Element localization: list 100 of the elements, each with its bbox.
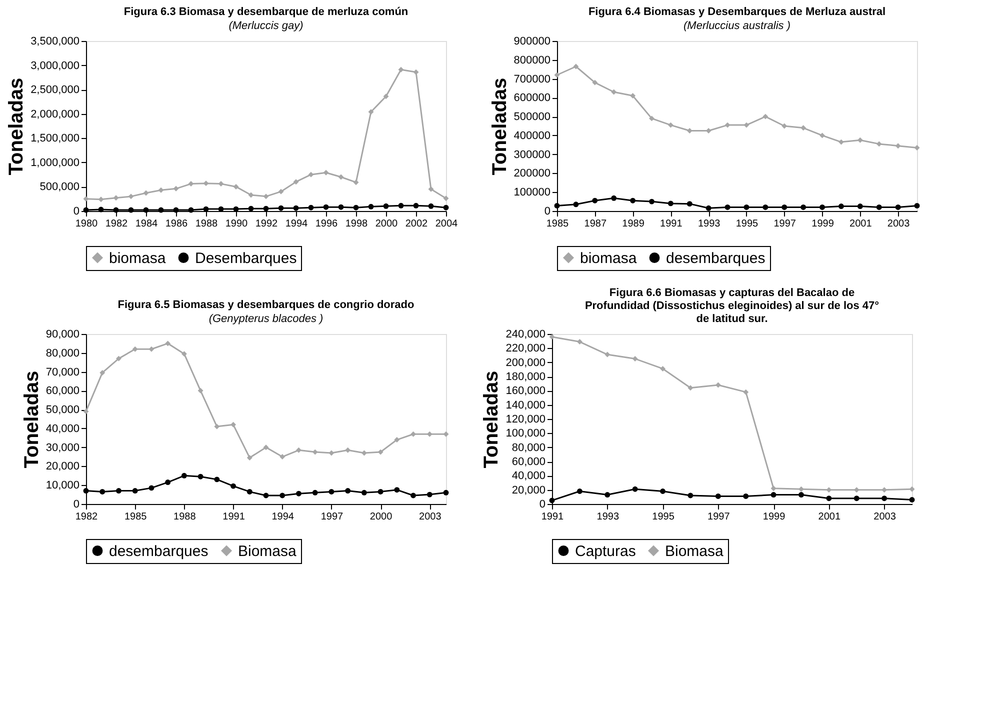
point	[876, 141, 882, 147]
point	[706, 205, 712, 211]
point	[83, 196, 89, 202]
chart-title: Figura 6.5 Biomasas y desembarques de congrio dorado	[118, 299, 415, 311]
x-tick-label: 1995	[736, 218, 759, 230]
y-tick-label: 220,000	[506, 342, 546, 355]
point	[83, 488, 89, 494]
point	[592, 198, 598, 204]
point	[554, 202, 560, 208]
x-tick-label: 1985	[124, 512, 148, 522]
chart-subtitle: (Merluccis gay)	[228, 20, 304, 32]
point	[592, 80, 598, 86]
point	[826, 496, 832, 502]
point	[353, 180, 359, 186]
y-tick-label: 10,000	[46, 480, 80, 492]
point	[198, 474, 204, 480]
x-tick-label: 2002	[405, 218, 428, 230]
point	[762, 204, 768, 210]
point	[328, 450, 334, 456]
point	[263, 206, 269, 212]
point	[413, 202, 419, 208]
point	[181, 472, 187, 478]
point	[328, 488, 334, 494]
point	[838, 204, 844, 210]
y-tick-label: 90,000	[46, 328, 80, 340]
point	[353, 204, 359, 210]
y-tick-label: 0	[544, 206, 550, 218]
x-tick-label: 2000	[370, 512, 393, 522]
x-tick-label: 1995	[652, 512, 675, 522]
y-tick-label: 3,500,000	[30, 36, 80, 48]
point	[413, 69, 419, 75]
x-tick-label: 1988	[195, 218, 218, 230]
legend-label: desembarques	[666, 250, 766, 267]
point	[323, 170, 329, 176]
point	[293, 179, 299, 185]
point	[611, 195, 617, 201]
point	[361, 490, 367, 496]
y-tick-label: 1,500,000	[30, 132, 80, 145]
point	[914, 202, 920, 208]
point	[604, 352, 610, 358]
point	[278, 205, 284, 211]
point	[660, 366, 666, 372]
point	[895, 143, 901, 149]
point	[394, 437, 400, 443]
legend-label: Biomasa	[238, 542, 298, 560]
text: de latitud sur.	[696, 313, 768, 325]
text: Profundidad (Dissostichus eleginoides) al sur de los 47°	[584, 300, 880, 312]
x-tick-label: 2004	[435, 218, 458, 230]
point	[394, 487, 400, 493]
x-tick-label: 1990	[225, 218, 248, 230]
point	[296, 447, 302, 453]
point	[158, 207, 164, 213]
y-tick-label: 70,000	[46, 366, 80, 378]
point	[158, 187, 164, 193]
point	[838, 139, 844, 145]
point	[782, 204, 788, 210]
point	[188, 207, 194, 213]
x-tick-label: 1986	[165, 218, 188, 230]
point	[148, 485, 154, 491]
y-tick-label: 20,000	[46, 460, 80, 473]
point	[632, 486, 638, 492]
y-tick-label: 100,000	[506, 428, 546, 440]
x-tick-label: 2003	[419, 512, 442, 522]
x-tick-label: 1994	[272, 512, 294, 522]
x-tick-label: 1982	[105, 218, 128, 230]
point	[263, 492, 269, 498]
point	[98, 206, 104, 212]
point	[233, 184, 239, 190]
x-tick-label: 1980	[75, 218, 98, 230]
point	[744, 204, 750, 210]
y-tick-label: 80,000	[46, 347, 80, 360]
point	[293, 205, 299, 211]
x-tick-label: 1991	[222, 512, 246, 522]
y-tick-label: 40,000	[512, 470, 546, 482]
y-tick-label: 240,000	[506, 328, 546, 340]
x-tick-label: 1999	[812, 218, 834, 230]
y-tick-label: 0	[73, 206, 80, 218]
y-tick-label: 800000	[514, 54, 550, 66]
point	[323, 204, 329, 210]
point	[308, 204, 314, 210]
point	[278, 188, 284, 194]
point	[263, 194, 269, 200]
point	[338, 174, 344, 180]
x-tick-label: 1987	[584, 218, 607, 230]
point	[100, 370, 106, 376]
point	[143, 190, 149, 196]
y-tick-label: 2,500,000	[30, 84, 80, 96]
point	[820, 204, 825, 210]
point	[611, 89, 617, 95]
point	[688, 385, 694, 391]
point	[909, 497, 915, 502]
point	[312, 490, 318, 496]
x-tick-label: 1997	[320, 512, 344, 522]
point	[181, 351, 187, 357]
y-tick-label: 0	[73, 498, 80, 510]
point	[857, 137, 863, 143]
y-tick-label: 80,000	[512, 442, 546, 454]
point	[573, 202, 579, 208]
y-tick-label: 400000	[514, 130, 550, 142]
point	[426, 492, 432, 498]
